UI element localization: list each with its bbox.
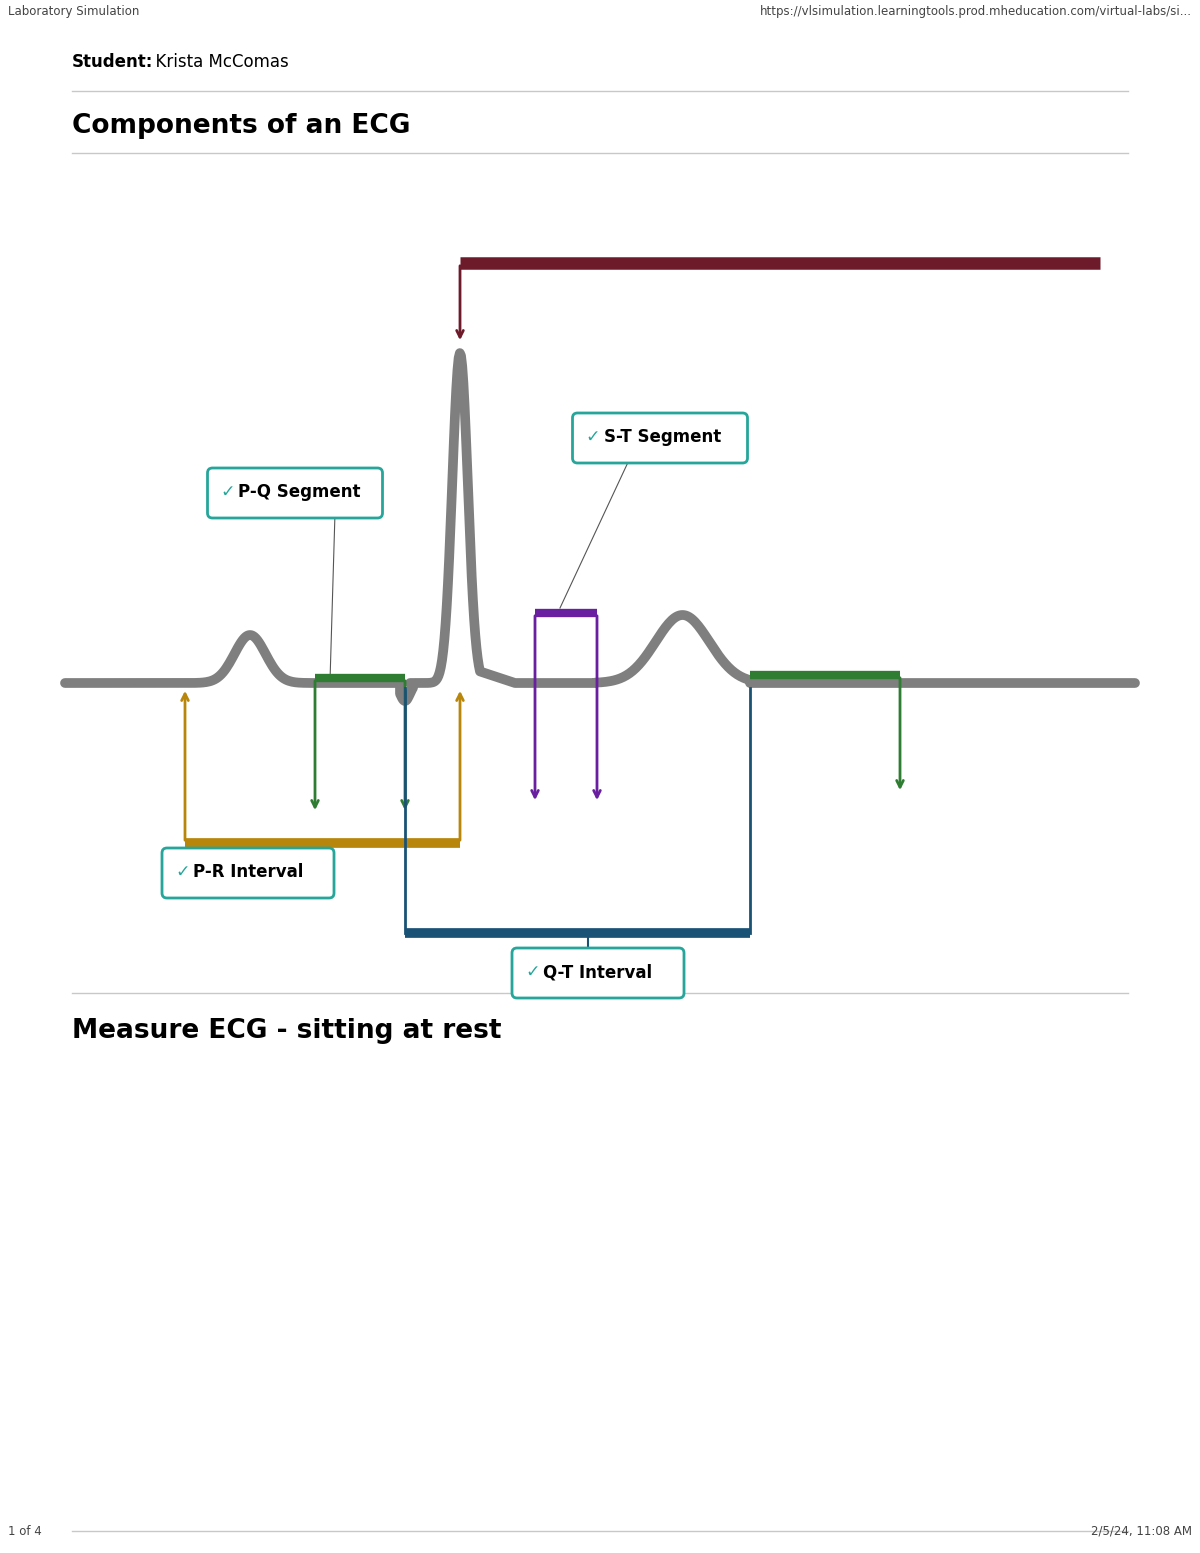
Text: S-T Segment: S-T Segment [604,429,721,446]
Text: Measure ECG - sitting at rest: Measure ECG - sitting at rest [72,1019,502,1044]
Text: https://vlsimulation.learningtools.prod.mheducation.com/virtual-labs/si...: https://vlsimulation.learningtools.prod.… [760,5,1192,19]
Text: ✓: ✓ [221,483,235,502]
Text: Q-T Interval: Q-T Interval [542,963,652,981]
Text: P-R Interval: P-R Interval [193,863,304,881]
Text: Krista McComas: Krista McComas [145,53,289,71]
Text: ✓: ✓ [175,863,190,881]
FancyBboxPatch shape [512,947,684,999]
FancyBboxPatch shape [162,848,334,898]
Text: P-Q Segment: P-Q Segment [239,483,361,502]
FancyBboxPatch shape [572,413,748,463]
Text: 1 of 4: 1 of 4 [8,1525,42,1537]
Text: ✓: ✓ [526,963,540,981]
Text: Laboratory Simulation: Laboratory Simulation [8,5,139,19]
Text: 2/5/24, 11:08 AM: 2/5/24, 11:08 AM [1091,1525,1192,1537]
Text: Components of an ECG: Components of an ECG [72,113,410,140]
Text: ✓: ✓ [586,429,600,446]
Text: Student:: Student: [72,53,154,71]
FancyBboxPatch shape [208,467,383,519]
